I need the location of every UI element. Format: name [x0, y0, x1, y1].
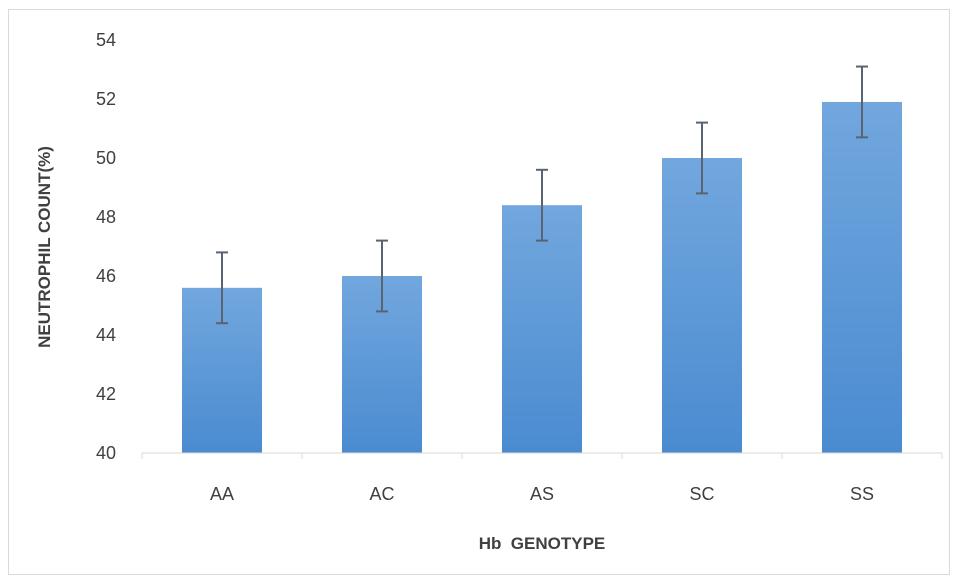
chart-frame: [8, 9, 950, 575]
x-tick-label: AS: [530, 484, 554, 504]
x-axis-ticks: [141, 453, 943, 459]
y-axis-ticks: 40 42 44 46 48 50 52 54: [96, 30, 116, 463]
y-tick-label: 48: [96, 207, 116, 227]
bar-sc: [662, 158, 742, 453]
bar-ss: [822, 101, 902, 453]
y-tick-label: 40: [96, 443, 116, 463]
bars: [182, 101, 902, 453]
y-tick-label: 54: [96, 30, 116, 50]
y-tick-label: 50: [96, 148, 116, 168]
x-axis-labels: AA AC AS SC SS: [210, 484, 874, 504]
x-tick-label: SS: [850, 484, 874, 504]
x-axis-title: Hb GENOTYPE: [479, 534, 606, 553]
y-tick-label: 44: [96, 325, 116, 345]
y-axis-title: NEUTROPHIL COUNT(%): [35, 146, 54, 348]
y-tick-label: 46: [96, 266, 116, 286]
y-tick-label: 52: [96, 89, 116, 109]
x-tick-label: AC: [369, 484, 394, 504]
y-tick-label: 42: [96, 384, 116, 404]
bar-as: [502, 205, 582, 453]
error-bars: [216, 65, 868, 325]
x-tick-label: SC: [689, 484, 714, 504]
x-tick-label: AA: [210, 484, 234, 504]
